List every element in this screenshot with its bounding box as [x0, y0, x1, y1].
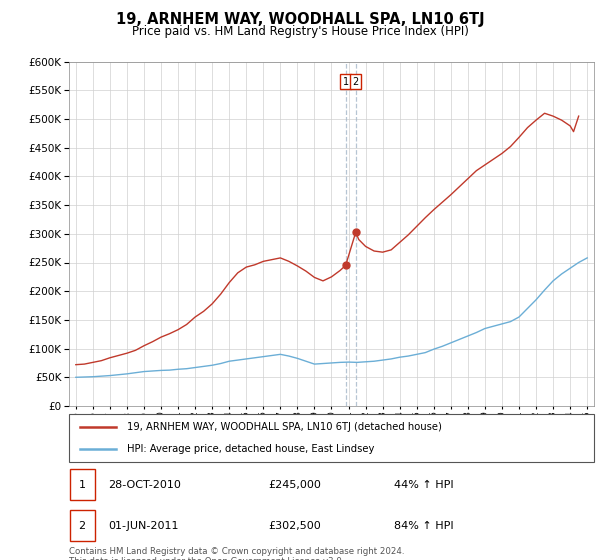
- Text: 01-JUN-2011: 01-JUN-2011: [109, 521, 179, 530]
- Text: 2: 2: [353, 77, 359, 87]
- Text: Price paid vs. HM Land Registry's House Price Index (HPI): Price paid vs. HM Land Registry's House …: [131, 25, 469, 38]
- Text: £302,500: £302,500: [269, 521, 321, 530]
- Bar: [70, 469, 95, 500]
- Text: £245,000: £245,000: [269, 480, 322, 489]
- Text: Contains HM Land Registry data © Crown copyright and database right 2024.
This d: Contains HM Land Registry data © Crown c…: [69, 547, 404, 560]
- Text: 84% ↑ HPI: 84% ↑ HPI: [395, 521, 454, 530]
- Text: 19, ARNHEM WAY, WOODHALL SPA, LN10 6TJ (detached house): 19, ARNHEM WAY, WOODHALL SPA, LN10 6TJ (…: [127, 422, 442, 432]
- Text: 1: 1: [79, 480, 86, 489]
- Bar: [70, 510, 95, 541]
- Text: 1: 1: [343, 77, 349, 87]
- Text: 19, ARNHEM WAY, WOODHALL SPA, LN10 6TJ: 19, ARNHEM WAY, WOODHALL SPA, LN10 6TJ: [116, 12, 484, 27]
- Text: 44% ↑ HPI: 44% ↑ HPI: [395, 480, 454, 489]
- Text: HPI: Average price, detached house, East Lindsey: HPI: Average price, detached house, East…: [127, 444, 374, 454]
- Text: 2: 2: [79, 521, 86, 530]
- Text: 28-OCT-2010: 28-OCT-2010: [109, 480, 181, 489]
